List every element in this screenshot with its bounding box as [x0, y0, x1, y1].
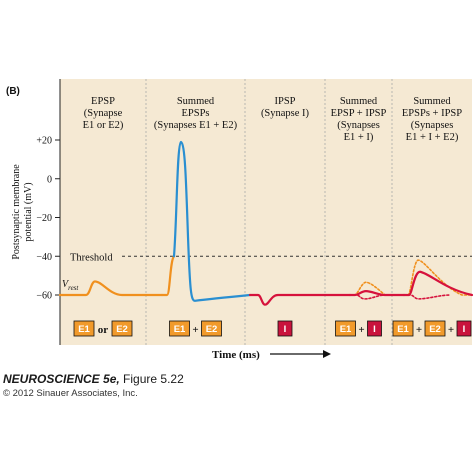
column-header-line: (Synapses E1 + E2): [154, 120, 238, 131]
stim-box: [201, 320, 222, 337]
y-tick-label: −60: [36, 291, 52, 302]
stim-label: I: [463, 324, 466, 335]
column-header-line: Summed: [177, 96, 215, 107]
stim-operator: +: [416, 324, 422, 336]
col4-summed-trace: [348, 290, 406, 297]
stim-box: [277, 320, 293, 337]
copyright: © 2012 Sinauer Associates, Inc.: [3, 388, 138, 399]
column-header-line: (Synapses: [337, 120, 380, 131]
stim-label: E1: [174, 324, 186, 335]
column-header-line: EPSPs: [181, 108, 209, 119]
y-tick-label: −20: [36, 213, 52, 224]
column-header-line: EPSP: [91, 96, 115, 107]
stim-box: [169, 320, 190, 337]
stim-box: [111, 320, 133, 337]
stim-label: E1: [340, 324, 352, 335]
column-header-line: EPSP + IPSP: [331, 108, 387, 119]
column-header-line: E1 + I): [344, 132, 374, 143]
action-potential-trace: [172, 140, 252, 302]
stim-label: E2: [429, 324, 441, 335]
stim-box: [73, 320, 95, 337]
caption-title: NEUROSCIENCE 5e,: [3, 372, 120, 386]
figure-caption: NEUROSCIENCE 5e, Figure 5.22: [3, 372, 184, 386]
stim-operator: +: [448, 324, 454, 336]
stim-label: E1: [78, 324, 90, 335]
column-header-line: (Synapse I): [261, 108, 310, 119]
stim-label: I: [373, 324, 376, 335]
stim-box: [392, 320, 414, 337]
stim-label: I: [284, 324, 287, 335]
vrest-label: Vrest: [62, 279, 79, 292]
stim-label: E2: [206, 324, 218, 335]
panel-background: [60, 79, 472, 345]
y-axis-label: Postsynaptic membranepotential (mV): [11, 164, 34, 260]
stim-operator: +: [358, 324, 364, 336]
column-header-line: IPSP: [274, 96, 295, 107]
stim-operator: or: [98, 324, 109, 336]
ipsp-trace: [248, 293, 352, 306]
panel-label: (B): [6, 86, 20, 97]
y-tick-label: 0: [47, 174, 52, 185]
stim-box: [367, 320, 382, 337]
stim-label: E2: [116, 324, 128, 335]
x-axis-arrowhead: [323, 350, 331, 358]
epsp-trace: [58, 280, 164, 297]
stim-box: [424, 320, 446, 337]
stim-operator: +: [192, 324, 198, 336]
column-header-line: Summed: [340, 96, 378, 107]
stim-box: [456, 320, 472, 337]
caption-figure: Figure 5.22: [123, 372, 184, 386]
y-tick-label: −40: [36, 252, 52, 263]
column-header-line: (Synapses: [411, 120, 454, 131]
x-axis-label: Time (ms): [212, 349, 260, 361]
column-header-line: E1 + I + E2): [406, 132, 459, 143]
col5-summed-trace: [402, 270, 474, 297]
column-header-line: E1 or E2): [83, 120, 124, 131]
column-header-line: Summed: [413, 96, 451, 107]
y-tick-label: +20: [36, 136, 52, 147]
stim-box: [335, 320, 356, 337]
stim-label: E1: [397, 324, 409, 335]
column-header-line: EPSPs + IPSP: [402, 108, 462, 119]
threshold-label: Threshold: [70, 252, 113, 263]
column-header-line: (Synapse: [84, 108, 123, 119]
summed-epsp-rise: [160, 255, 176, 297]
col5-ipsp-dotted: [403, 294, 451, 300]
